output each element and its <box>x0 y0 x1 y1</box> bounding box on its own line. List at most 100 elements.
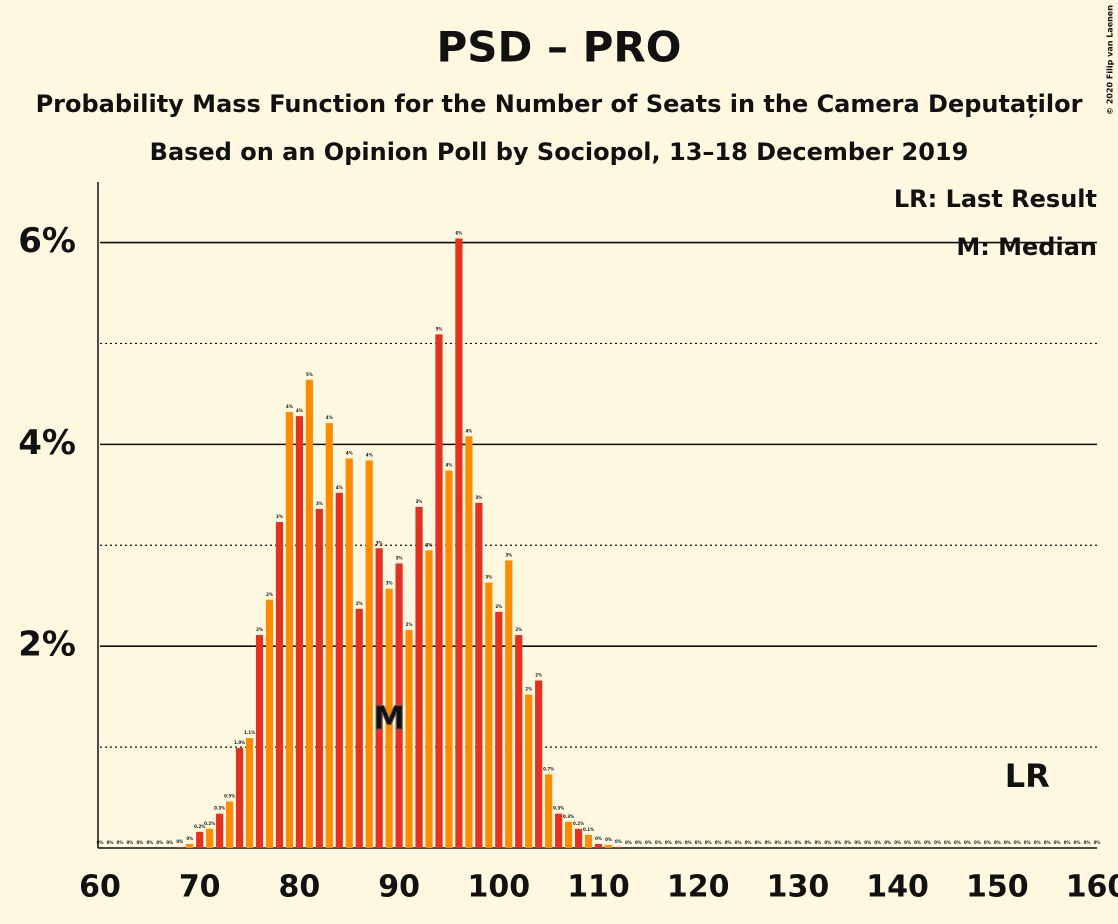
value-label: 0% <box>884 840 891 845</box>
bar <box>465 436 473 848</box>
bar <box>495 611 503 848</box>
value-label: 0% <box>665 840 672 845</box>
value-label: 0% <box>186 836 193 841</box>
value-label: 0.2% <box>204 821 215 826</box>
value-label: 0% <box>1094 840 1101 845</box>
value-label: 0% <box>834 840 841 845</box>
value-label: 0.3% <box>563 814 574 819</box>
value-label: 0% <box>1034 840 1041 845</box>
value-label: 0% <box>1074 840 1081 845</box>
y-tick-label: 6% <box>18 221 76 261</box>
value-label: 0% <box>166 840 173 845</box>
value-label: 0% <box>615 839 622 844</box>
value-label: 0% <box>1084 840 1091 845</box>
value-label: 0% <box>735 840 742 845</box>
bar <box>206 828 214 848</box>
value-label: 4% <box>296 408 303 413</box>
value-label: 0% <box>635 840 642 845</box>
value-label: 0% <box>725 840 732 845</box>
bar <box>564 821 573 848</box>
bar <box>485 582 493 848</box>
y-tick-label: 2% <box>18 625 76 665</box>
value-label: 0% <box>1004 840 1011 845</box>
bar <box>505 560 513 848</box>
x-tick-label: 130 <box>767 870 830 905</box>
value-label: 0% <box>1054 840 1061 845</box>
value-label: 0% <box>1024 840 1031 845</box>
value-label: 0% <box>944 840 951 845</box>
value-label: 0% <box>844 840 851 845</box>
value-label: 4% <box>366 453 373 458</box>
bar <box>375 548 383 848</box>
value-label: 0% <box>785 840 792 845</box>
value-label: 0% <box>645 840 652 845</box>
value-label: 0% <box>655 840 662 845</box>
value-label: 0% <box>136 840 143 845</box>
chart-title: PSD – PRO <box>437 23 682 72</box>
value-label: 0% <box>924 840 931 845</box>
subtitle: Probability Mass Function for the Number… <box>36 90 1083 118</box>
value-label: 1.0% <box>234 740 245 745</box>
value-label: 0% <box>1014 840 1021 845</box>
value-label: 3% <box>416 499 423 504</box>
value-label: 3% <box>426 542 433 547</box>
value-label: 0% <box>964 840 971 845</box>
bar <box>275 522 284 848</box>
bar <box>335 492 343 848</box>
value-label: 0% <box>934 840 941 845</box>
value-label: 4% <box>326 415 333 420</box>
value-label: 0% <box>854 840 861 845</box>
value-label: 5% <box>306 372 313 377</box>
x-tick-label: 120 <box>667 870 730 905</box>
x-tick-label: 90 <box>378 870 420 905</box>
value-label: 4% <box>446 463 453 468</box>
x-tick-label: 70 <box>179 870 221 905</box>
y-tick-label: 4% <box>18 423 76 463</box>
bar <box>176 846 184 848</box>
value-label: 0% <box>1044 840 1051 845</box>
bar <box>445 470 453 848</box>
value-label: 3% <box>376 540 383 545</box>
value-label: 0% <box>715 840 722 845</box>
value-label: 2% <box>356 601 363 606</box>
value-label: 0% <box>874 840 881 845</box>
value-label: 3% <box>505 552 512 557</box>
value-label: 0.2% <box>573 821 584 826</box>
value-label: 0% <box>107 840 114 845</box>
x-tick-label: 60 <box>79 870 121 905</box>
bar <box>604 844 613 848</box>
bar <box>345 458 353 848</box>
value-label: 3% <box>485 575 492 580</box>
value-label: 3% <box>396 555 403 560</box>
value-label: 0% <box>675 840 682 845</box>
bar <box>196 831 204 848</box>
value-label: 0.3% <box>214 806 225 811</box>
value-label: 0% <box>795 840 802 845</box>
value-label: 0% <box>146 840 153 845</box>
value-label: 0% <box>804 840 811 845</box>
value-label: 4% <box>286 404 293 409</box>
value-label: 0% <box>705 840 712 845</box>
value-label: 0% <box>994 840 1001 845</box>
bar <box>515 635 523 848</box>
value-label: 0.7% <box>543 766 554 771</box>
bar <box>614 846 623 848</box>
value-label: 4% <box>346 450 353 455</box>
bar <box>475 502 483 848</box>
bar <box>455 238 463 848</box>
bar <box>415 506 423 848</box>
value-label: 0.3% <box>553 806 564 811</box>
value-label: 2% <box>525 687 532 692</box>
value-label: 2% <box>256 627 263 632</box>
x-tick-label: 110 <box>567 870 630 905</box>
value-label: 3% <box>386 581 393 586</box>
bar <box>305 379 313 848</box>
bar <box>385 588 393 848</box>
value-label: 5% <box>436 326 443 331</box>
value-label: 0% <box>176 839 183 844</box>
value-label: 0% <box>974 840 981 845</box>
bar <box>325 423 333 848</box>
bar <box>435 334 443 848</box>
value-label: 0% <box>117 840 124 845</box>
